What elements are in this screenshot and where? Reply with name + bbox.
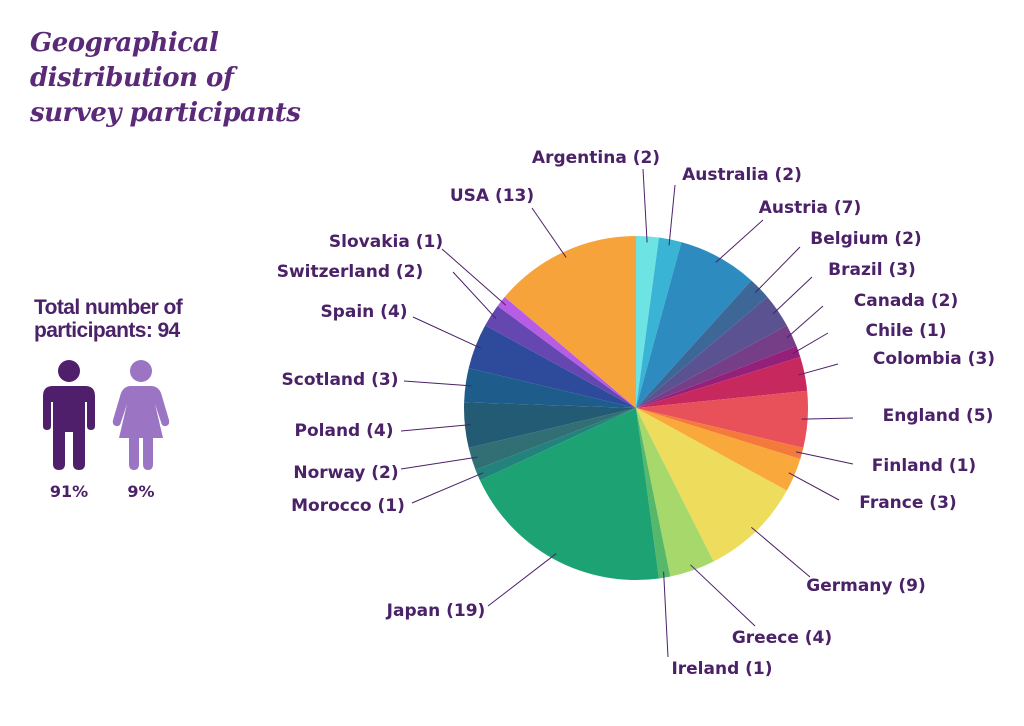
slice-label: Finland (1) (872, 456, 976, 476)
title-line-1: Geographical (30, 28, 219, 58)
total-participants: Total number of participants: 94 (34, 296, 214, 342)
pie-slice (636, 237, 682, 408)
pie-slice (636, 242, 752, 408)
pie-slice (636, 280, 768, 408)
pie-slice (468, 408, 636, 470)
pie-slice (636, 325, 797, 408)
pie-slice (636, 408, 804, 459)
pie-slice (636, 408, 671, 579)
slice-label: Austria (7) (759, 198, 861, 218)
slice-label: Brazil (3) (828, 260, 916, 280)
pie-slice (636, 346, 801, 408)
slice-label: Australia (2) (682, 165, 802, 185)
leader-line (786, 305, 824, 339)
pie-slice (636, 390, 809, 448)
slice-label: Scotland (3) (282, 370, 399, 390)
slice-label: Belgium (2) (810, 229, 921, 249)
slice-label: USA (13) (450, 186, 534, 206)
leader-line (715, 219, 764, 263)
leader-line (795, 451, 854, 465)
slice-label: Poland (4) (295, 421, 394, 441)
slice-label: England (5) (883, 406, 994, 426)
leader-lines (400, 168, 854, 658)
leader-line (411, 472, 484, 504)
pie-slice (636, 357, 808, 408)
slice-label: Japan (19) (386, 601, 486, 621)
leader-line (801, 417, 854, 420)
leader-line (400, 456, 478, 470)
pie-slice (636, 408, 714, 577)
leader-line (487, 553, 557, 607)
leader-line (788, 472, 840, 501)
slice-label: Spain (4) (320, 302, 407, 322)
slice-label: Morocco (1) (291, 496, 405, 516)
pie-slice (636, 408, 787, 562)
leader-line (751, 526, 811, 578)
leader-line (798, 363, 839, 376)
total-line-2: participants: 94 (34, 319, 180, 342)
slice-label: Greece (4) (732, 628, 832, 648)
leader-line (668, 184, 676, 246)
slice-label: Colombia (3) (873, 349, 995, 369)
female-percent: 9% (127, 482, 155, 501)
slice-label: Canada (2) (854, 291, 958, 311)
slice-label: Argentina (2) (532, 148, 660, 168)
leader-line (792, 332, 829, 354)
slice-label: Switzerland (2) (277, 262, 424, 282)
pie-slice (475, 408, 636, 481)
slice-label: Norway (2) (293, 463, 398, 483)
pie-slice (504, 236, 636, 408)
pie-slice (636, 296, 787, 408)
pie-slice (497, 296, 636, 408)
slice-label: France (3) (859, 493, 956, 513)
male-person-icon (43, 360, 95, 470)
pie-slice (636, 408, 801, 491)
pie-slice (479, 408, 659, 581)
pie-slices (464, 235, 809, 581)
pie-slice (636, 235, 659, 408)
slice-label: Ireland (1) (671, 659, 772, 679)
slice-label: Chile (1) (865, 321, 946, 341)
male-percent: 91% (49, 482, 89, 501)
slice-label: Germany (9) (806, 576, 926, 596)
leader-line (531, 207, 567, 258)
leader-line (403, 380, 472, 387)
pie-slice (464, 368, 636, 408)
leader-line (754, 246, 801, 293)
leader-line (690, 564, 756, 627)
slice-label: Slovakia (1) (329, 232, 443, 252)
female-person-icon (112, 360, 170, 470)
pie-slice (485, 305, 636, 408)
leader-line (772, 276, 813, 315)
leader-line (441, 248, 507, 306)
pie-slice (464, 402, 636, 448)
title-line-2: distribution of (30, 63, 234, 93)
leader-line (452, 271, 497, 320)
leader-line (663, 571, 669, 658)
page-title: Geographical distribution of survey part… (30, 26, 330, 131)
leader-line (400, 424, 471, 432)
total-line-1: Total number of (34, 296, 183, 319)
title-line-3: survey participants (30, 98, 301, 128)
leader-line (412, 316, 482, 349)
slice-labels: Argentina (2) Australia (2) Austria (7) Bel… (277, 148, 995, 679)
leader-line (642, 168, 648, 243)
pie-slice (468, 325, 636, 408)
